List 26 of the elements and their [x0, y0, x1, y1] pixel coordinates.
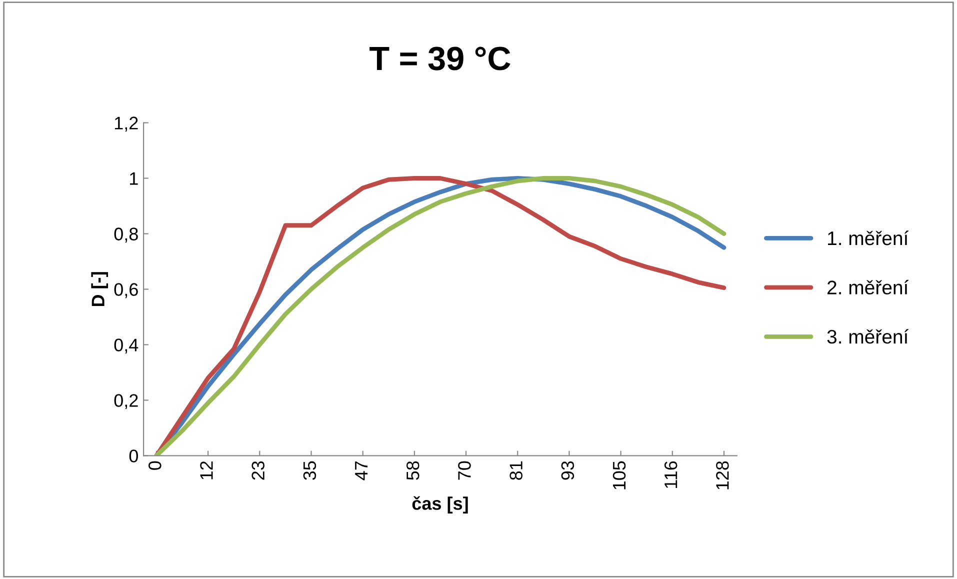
x-tick-label: 12	[200, 461, 213, 480]
x-tick-label: 128	[716, 461, 729, 490]
line-series	[154, 176, 726, 456]
x-tick-label: 70	[458, 461, 471, 480]
chart-title: T = 39 °C	[370, 46, 510, 70]
y-axis-title: D [-]	[91, 272, 108, 306]
x-tick-label: 0	[148, 461, 162, 470]
x-tick-label: 81	[510, 461, 522, 480]
x-tick-label: 23	[252, 461, 264, 480]
x-tick-label: 93	[561, 461, 574, 480]
y-tick-label: 0,4	[114, 338, 138, 354]
y-tick-label: 1	[130, 172, 138, 185]
y-tick-label: 1,2	[114, 116, 138, 132]
x-tick-label: 116	[664, 461, 678, 488]
legend-label: 3. měření	[827, 329, 909, 344]
y-tick-label: 0,8	[114, 228, 138, 243]
y-tick-label: 0	[129, 450, 138, 462]
legend-label: 2. měření	[828, 280, 909, 294]
x-tick-label: 58	[406, 461, 420, 480]
y-tick-label: 0,2	[114, 394, 138, 410]
y-tick-label: 0,6	[114, 283, 138, 298]
legend-label: 1. měření	[828, 230, 909, 246]
x-tick-label: 35	[303, 461, 316, 480]
x-tick-label: 105	[612, 461, 626, 490]
x-axis-title: čas [s]	[412, 496, 468, 514]
x-tick-label: 47	[355, 461, 368, 480]
